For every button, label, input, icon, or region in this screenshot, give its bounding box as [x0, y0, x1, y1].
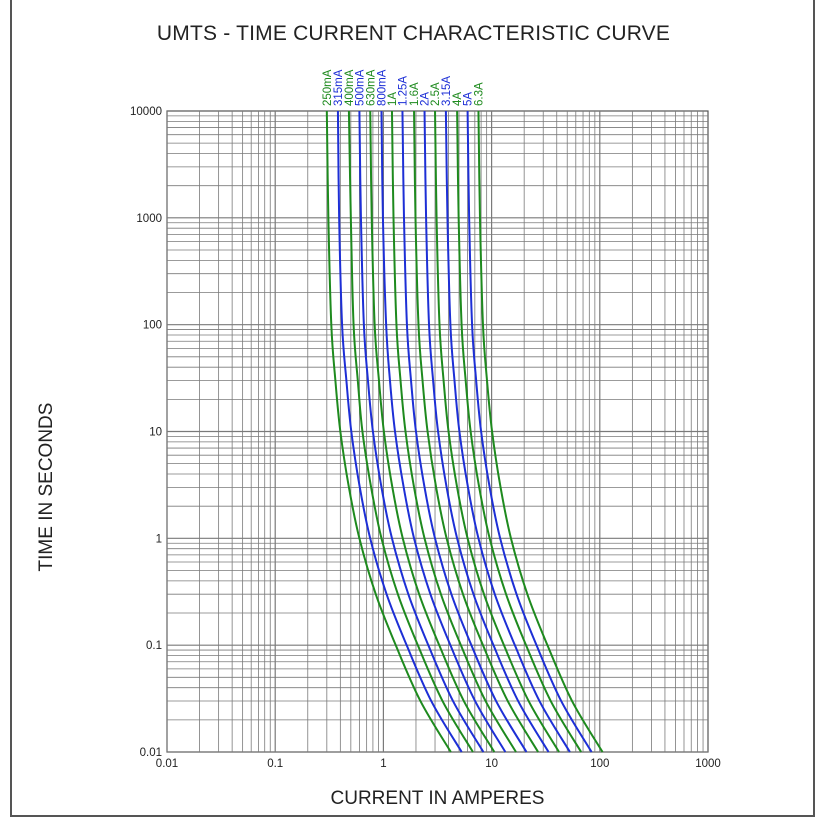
tick-labels: 0.01 0.1 1 10 100 1000 10000 1000 100 10 1 0.1 0.01: [130, 106, 721, 770]
y-tick-label: 10000: [130, 106, 162, 118]
curve-5A: [466, 110, 593, 753]
x-tick-label: 0.01: [156, 758, 178, 770]
y-tick-label: 10: [149, 427, 162, 439]
x-tick-label: 1000: [695, 758, 721, 770]
curve-label-250mA: 250mA: [322, 69, 334, 106]
curve-label-4A: 4A: [452, 92, 464, 106]
x-tick-label: 10: [485, 758, 498, 770]
y-tick-label: 0.01: [140, 747, 162, 759]
chart-title: UMTS - TIME CURRENT CHARACTERISTIC CURVE: [156, 22, 671, 45]
curve-315mA: [336, 110, 463, 753]
curve-label-1.6A: 1.6A: [409, 82, 421, 106]
curve-630mA: [369, 110, 496, 753]
x-tick-label: 1: [380, 758, 386, 770]
y-tick-label: 0.1: [146, 640, 162, 652]
curve-1A: [390, 110, 517, 753]
curve-label-1.25A: 1.25A: [397, 76, 409, 106]
curve-2.5A: [434, 110, 560, 753]
y-tick-label: 1: [156, 533, 162, 545]
curve-800mA: [380, 110, 507, 753]
x-tick-label: 0.1: [267, 758, 283, 770]
plot-grid: [166, 110, 709, 753]
x-axis-label: CURRENT IN AMPERES: [330, 788, 545, 809]
curve-label-315mA: 315mA: [333, 69, 345, 106]
curve-6.3A: [477, 110, 604, 753]
x-tick-label: 100: [590, 758, 609, 770]
curve-label-1A: 1A: [387, 92, 399, 106]
curve-400mA: [347, 110, 474, 753]
curve-label-500mA: 500mA: [354, 69, 366, 106]
curve-1.6A: [413, 110, 539, 753]
chart-frame: [10, 0, 815, 817]
curve-500mA: [358, 110, 485, 753]
curve-250mA: [325, 110, 452, 753]
curve-label-630mA: 630mA: [365, 69, 377, 106]
curve-label-800mA: 800mA: [376, 69, 388, 106]
curve-label-6.3A: 6.3A: [473, 82, 485, 106]
curve-1.25A: [401, 110, 528, 753]
y-tick-label: 100: [143, 320, 162, 332]
curve-series: [325, 110, 604, 753]
curve-label-5A: 5A: [463, 92, 475, 106]
curve-2A: [423, 110, 550, 753]
curve-label-3.15A: 3.15A: [441, 76, 453, 106]
curve-label-2.5A: 2.5A: [430, 82, 442, 106]
curve-label-400mA: 400mA: [344, 69, 356, 106]
curve-4A: [456, 110, 582, 753]
curve-3.15A: [444, 110, 571, 753]
curve-label-2A: 2A: [420, 92, 432, 106]
y-tick-label: 1000: [136, 213, 162, 225]
